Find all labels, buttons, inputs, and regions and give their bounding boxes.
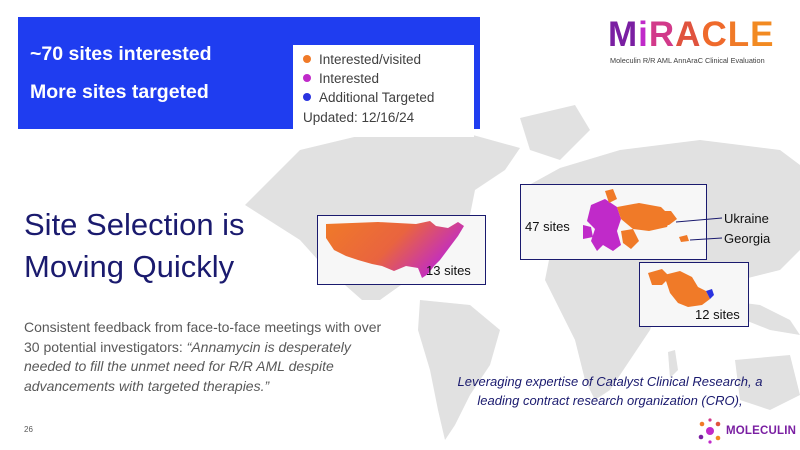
callout-leader-lines — [676, 217, 723, 241]
europe-map-icon — [583, 189, 689, 251]
logo-subtitle: Moleculin R/R AML AnnAraC Clinical Evalu… — [610, 56, 765, 65]
middle-east-map-icon — [648, 269, 714, 307]
us-region-box: 13 sites — [317, 215, 486, 285]
orange-dot-icon — [303, 55, 311, 63]
georgia-label: Georgia — [724, 231, 771, 246]
sites-interested-text: ~70 sites interested — [30, 43, 212, 65]
legend-updated-date: Updated: 12/16/24 — [303, 110, 415, 125]
legend-label: Interested — [319, 70, 380, 86]
magenta-dot-icon — [303, 74, 311, 82]
blue-dot-icon — [303, 93, 311, 101]
cro-note: Leveraging expertise of Catalyst Clinica… — [457, 374, 763, 408]
legend-item-additional-targeted: Additional Targeted — [303, 88, 434, 106]
feedback-lead: Consistent feedback from face-to-face me… — [24, 319, 382, 355]
legend-item-interested-visited: Interested/visited — [303, 50, 421, 68]
feedback-paragraph: Consistent feedback from face-to-face me… — [24, 318, 394, 396]
us-map-icon — [326, 221, 464, 278]
logo-wordmark: MiRACLE — [608, 15, 775, 54]
europe-sites-label: 47 sites — [525, 219, 570, 234]
brand-name: MOLECULIN — [726, 425, 797, 437]
ukraine-label: Ukraine — [724, 211, 769, 226]
europe-region-box: 47 sites — [520, 184, 707, 260]
middle-east-region-box: 12 sites — [639, 262, 749, 327]
page-number: 26 — [24, 425, 33, 434]
map-legend: Interested/visited Interested Additional… — [293, 45, 474, 137]
moleculin-logo: MOLECULIN — [696, 417, 796, 445]
page-title: Site Selection is Moving Quickly — [24, 204, 324, 288]
us-sites-label: 13 sites — [426, 263, 471, 278]
molecule-icon — [698, 418, 721, 444]
summary-callout: ~70 sites interested More sites targeted… — [18, 17, 480, 137]
middle-east-sites-label: 12 sites — [695, 307, 740, 322]
legend-label: Interested/visited — [319, 51, 422, 67]
legend-item-interested: Interested — [303, 69, 379, 87]
legend-label: Additional Targeted — [319, 89, 435, 105]
title-line-1: Site Selection is — [24, 207, 245, 242]
miracle-logo: MiRACLE Moleculin R/R AML AnnAraC Clinic… — [602, 14, 788, 70]
sites-targeted-text: More sites targeted — [30, 81, 209, 103]
investigator-quote: “Annamycin is desperately needed to fill… — [24, 338, 351, 394]
title-line-2: Moving Quickly — [24, 249, 235, 284]
